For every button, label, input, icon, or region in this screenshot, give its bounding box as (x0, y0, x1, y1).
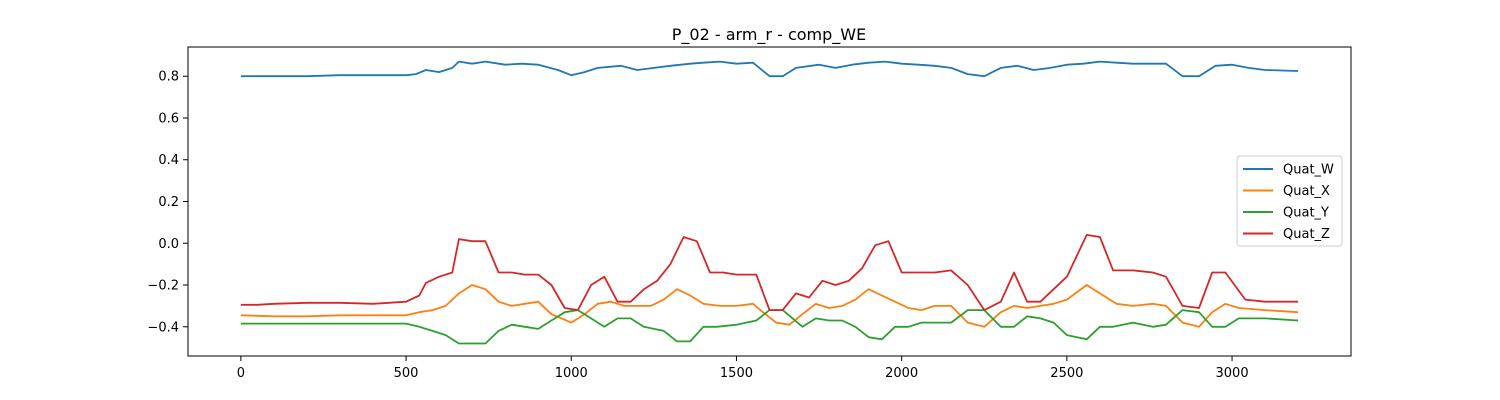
x-tick-label: 3000 (1216, 366, 1249, 381)
y-tick-label: −0.4 (147, 320, 179, 335)
legend-label: Quat_Y (1283, 206, 1329, 221)
x-tick-label: 1000 (555, 366, 588, 381)
y-tick-label: 0.4 (158, 153, 179, 168)
series-line-quat-y (240, 309, 1299, 345)
legend-box (1236, 155, 1343, 247)
y-tick-label: −0.2 (147, 279, 179, 294)
x-tick-label: 2500 (1050, 366, 1083, 381)
legend-label: Quat_W (1283, 163, 1334, 178)
y-tick-label: 0.8 (158, 70, 179, 85)
y-tick-label: 0.0 (158, 237, 179, 252)
legend-label: Quat_X (1283, 184, 1330, 199)
y-tick-label: 0.2 (158, 195, 179, 210)
series-line-quat-w (240, 60, 1299, 78)
series-line-quat-x (240, 284, 1299, 328)
y-tick-label: 0.6 (158, 111, 179, 126)
legend-label: Quat_Z (1283, 227, 1330, 242)
x-tick-label: 2000 (885, 366, 918, 381)
x-tick-label: 1500 (720, 366, 753, 381)
y-axis: 0.8 0.6 0.4 0.2 0.0 −0.2 −0.4 (147, 70, 188, 335)
chart-title: P_02 - arm_r - comp_WE (672, 25, 866, 45)
series-line-quat-z (240, 234, 1299, 311)
x-tick-label: 0 (237, 366, 245, 381)
legend: Quat_W Quat_X Quat_Y Quat_Z (1236, 155, 1343, 247)
series-layer (240, 60, 1299, 345)
x-tick-label: 500 (394, 366, 419, 381)
x-axis: 0 500 1000 1500 2000 2500 3000 (237, 356, 1249, 381)
